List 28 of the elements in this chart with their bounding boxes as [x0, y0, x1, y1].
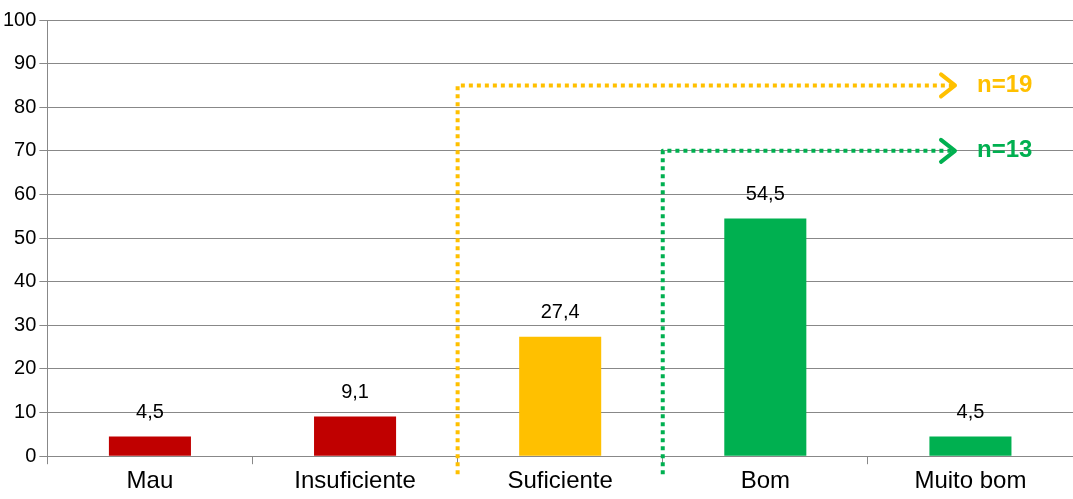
- y-tick-label: 40: [14, 269, 37, 292]
- annotation: n=19: [977, 70, 1033, 98]
- x-tick-label: Mau: [126, 466, 174, 494]
- data-label: 4,5: [956, 400, 985, 423]
- y-tick-label: 70: [14, 138, 37, 161]
- bar: [108, 436, 191, 456]
- annotation: n=13: [977, 135, 1033, 163]
- y-tick-label: 30: [14, 312, 37, 335]
- x-tick-label: Bom: [740, 466, 790, 494]
- data-label: 9,1: [341, 380, 369, 403]
- x-tick-label: Insuficiente: [294, 466, 416, 494]
- data-label: 4,5: [136, 400, 164, 423]
- x-tick-label: Suficiente: [507, 466, 613, 494]
- data-label: 27,4: [540, 300, 580, 323]
- bar: [724, 218, 807, 456]
- bar: [314, 416, 397, 456]
- data-label: 54,5: [745, 181, 785, 204]
- y-tick-label: 100: [2, 7, 37, 30]
- bar: [519, 336, 602, 456]
- y-tick-label: 80: [14, 94, 37, 117]
- y-tick-label: 20: [14, 356, 37, 379]
- y-tick-label: 90: [14, 51, 37, 74]
- y-tick-label: 60: [14, 182, 37, 204]
- bar: [929, 436, 1012, 456]
- y-tick-label: 0: [25, 443, 37, 466]
- y-tick-label: 10: [14, 400, 37, 423]
- y-tick-label: 50: [14, 225, 37, 248]
- x-tick-label: Muito bom: [914, 466, 1027, 494]
